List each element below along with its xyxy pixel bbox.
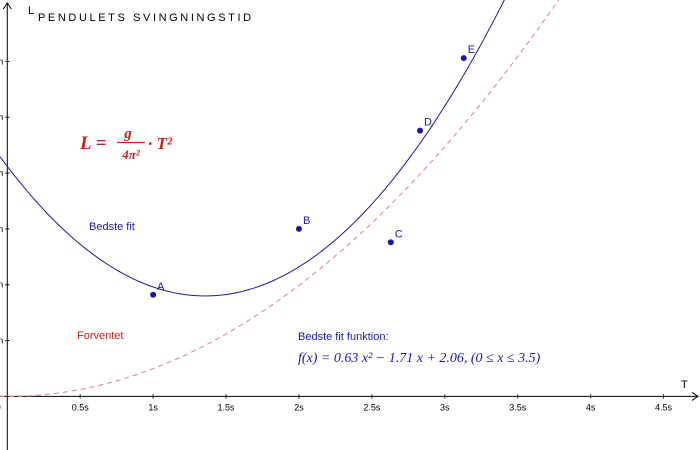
data-point (387, 239, 394, 246)
expected-curve-label: Forventet (77, 330, 123, 342)
svg-text:· T²: · T² (148, 134, 173, 153)
x-tick-label: 1.5s (218, 402, 236, 412)
x-tick-label: 4s (586, 402, 596, 412)
y-tick-label: 1.5m (0, 224, 3, 234)
x-axis-label: T (681, 379, 688, 391)
data-point-label: E (468, 44, 475, 56)
x-tick-label: 1s (148, 402, 158, 412)
fit-curve (0, 0, 505, 297)
axis-ticks: 0.5s 1s 1.5s 2s 2.5s 3s 3.5s 4s 4.5s 0 0.5m 1m 1.5m 2… (0, 56, 673, 412)
x-tick-label: 2.5s (363, 402, 381, 412)
data-points: A B C D E (150, 44, 475, 298)
data-point-label: C (395, 228, 403, 240)
formula-red: L = g 4π² · T² (79, 126, 173, 162)
data-point-label: A (157, 281, 165, 293)
chart-title: PENDULETS SVINGNINGSTID (38, 12, 254, 24)
fit-function-formula: f(x) = 0.63 x² − 1.71 x + 2.06, (0 ≤ x ≤… (298, 351, 541, 366)
y-tick-label: 1m (0, 280, 3, 290)
x-axis-arrow (691, 391, 699, 401)
data-point (460, 55, 467, 62)
data-point (150, 291, 157, 298)
x-tick-label: 3s (440, 402, 450, 412)
svg-text:L =: L = (79, 133, 106, 154)
y-tick-label: 2.5m (0, 112, 3, 122)
data-point (295, 225, 302, 232)
svg-text:4π²: 4π² (121, 147, 141, 162)
fit-function-heading: Bedste fit funktion: (298, 331, 389, 343)
y-tick-label: 2m (0, 168, 3, 178)
x-tick-label: 2s (294, 402, 304, 412)
svg-text:g: g (123, 126, 132, 142)
fit-curve-label: Bedste fit (89, 221, 135, 233)
y-tick-label: 3m (0, 56, 3, 66)
x-tick-label: 0.5s (72, 402, 90, 412)
y-axis-label: L (28, 5, 34, 17)
origin-label: 0 (0, 402, 1, 412)
expected-curve (0, 0, 560, 397)
data-point-label: B (303, 215, 310, 227)
curves (0, 0, 560, 397)
y-tick-label: 0.5m (0, 336, 3, 346)
x-tick-label: 3.5s (509, 402, 527, 412)
data-point-label: D (424, 117, 432, 129)
x-tick-label: 4.5s (655, 402, 673, 412)
data-point (417, 127, 423, 134)
y-axis-arrow (2, 2, 12, 10)
